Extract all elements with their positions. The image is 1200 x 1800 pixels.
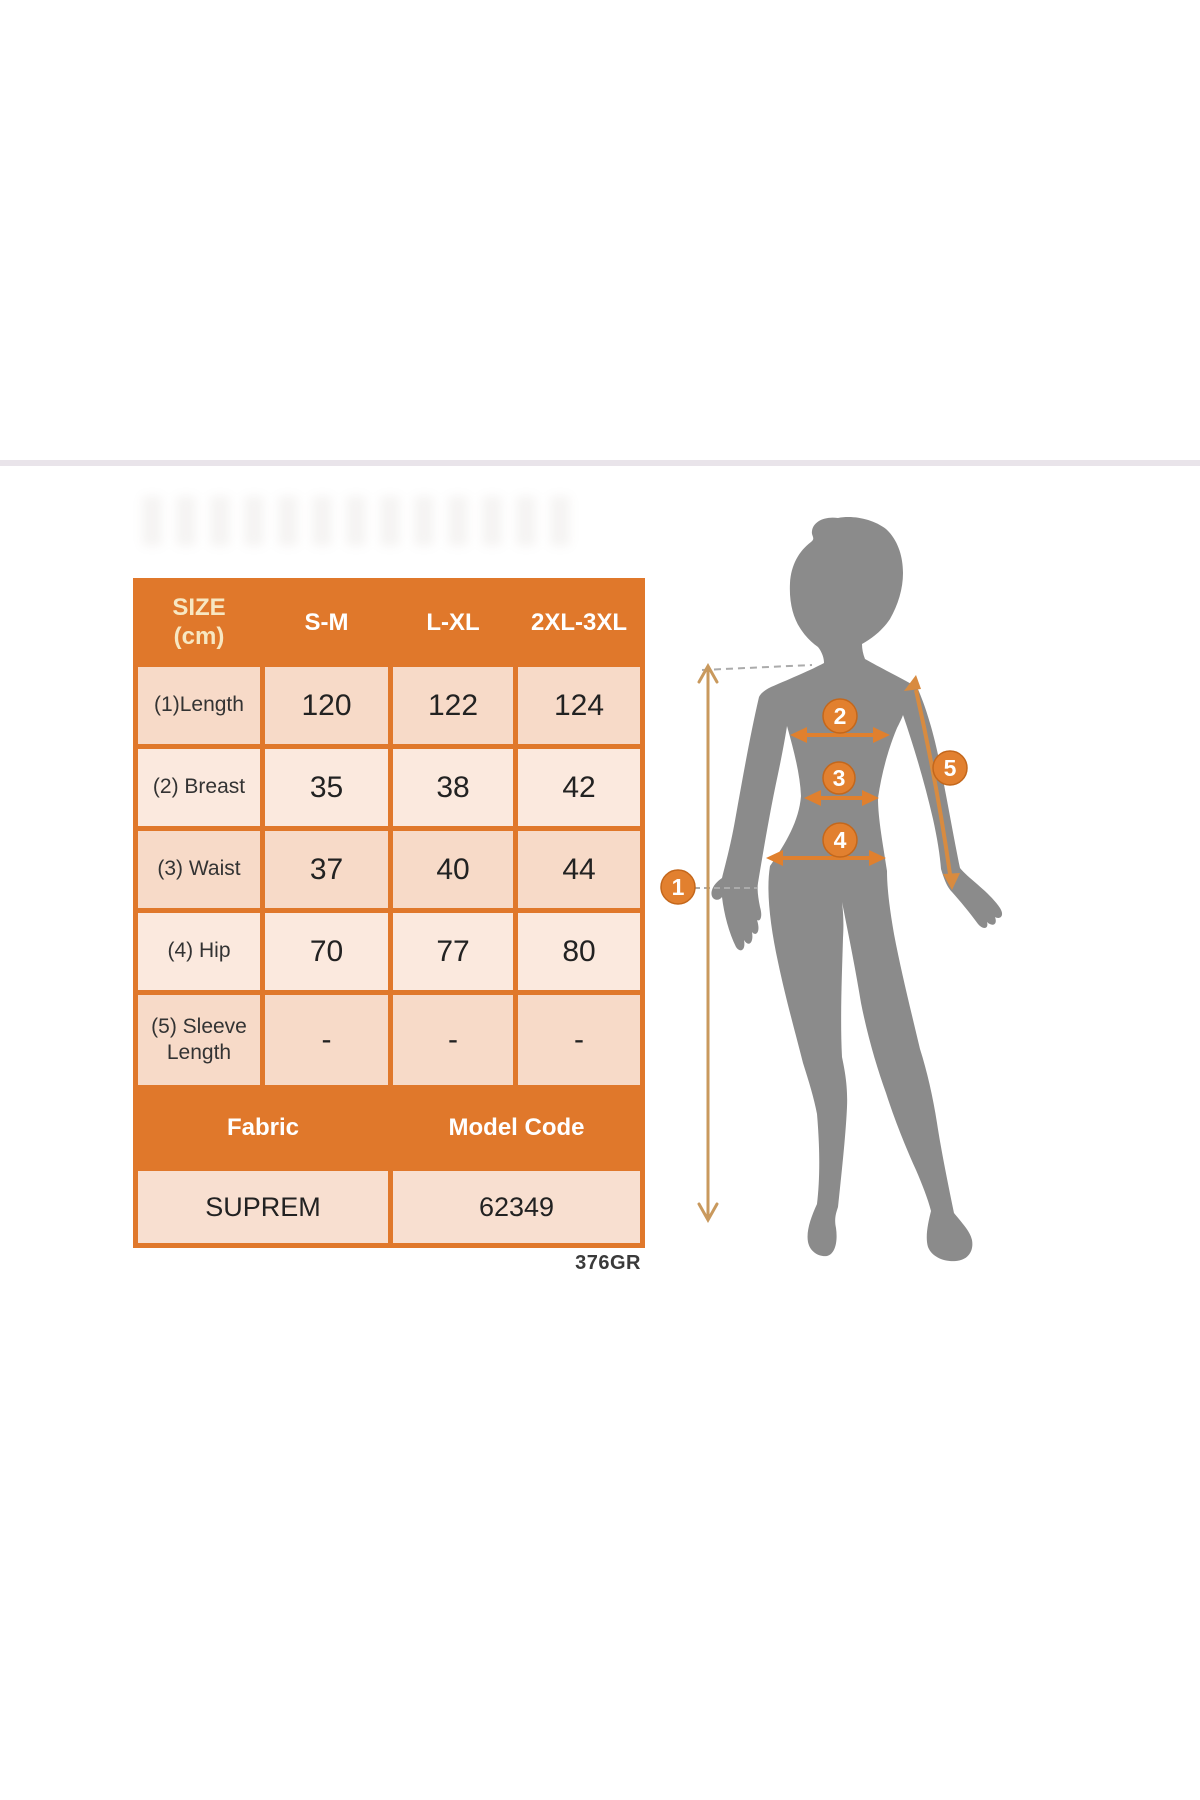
marker-4: 4 xyxy=(822,822,858,858)
shoulder-dashed-line xyxy=(701,664,813,671)
measurement-figure: 1 2 3 4 5 xyxy=(660,517,1003,1262)
woman-silhouette xyxy=(711,517,1003,1262)
length-row-label: (1)Length xyxy=(138,667,260,744)
model-code-value: 62349 xyxy=(393,1171,640,1243)
fabric-header: Fabric xyxy=(138,1090,388,1166)
breast-value-2xl: 42 xyxy=(518,749,640,826)
svg-text:2: 2 xyxy=(834,703,847,729)
size-chart-table: SIZE (cm) S-M L-XL 2XL-3XL (1)Length 120… xyxy=(133,578,645,1248)
model-code-header: Model Code xyxy=(393,1090,640,1166)
column-header-l-xl: L-XL xyxy=(393,583,513,662)
column-header-s-m: S-M xyxy=(265,583,388,662)
marker-5: 5 xyxy=(932,750,968,786)
size-unit-header: SIZE (cm) xyxy=(138,583,260,662)
sleeve-value-s-m: - xyxy=(265,995,388,1085)
fabric-value: SUPREM xyxy=(138,1171,388,1243)
waist-arrow xyxy=(804,790,879,806)
hip-arrow xyxy=(766,850,886,866)
waist-value-2xl: 44 xyxy=(518,831,640,908)
breast-row-label: (2) Breast xyxy=(138,749,260,826)
waist-row-label: (3) Waist xyxy=(138,831,260,908)
length-value-s-m: 120 xyxy=(265,667,388,744)
marker-3: 3 xyxy=(822,761,856,795)
breast-value-s-m: 35 xyxy=(265,749,388,826)
svg-text:4: 4 xyxy=(834,827,847,853)
breast-arrow xyxy=(790,727,890,743)
breast-value-l-xl: 38 xyxy=(393,749,513,826)
separator-line xyxy=(0,460,1200,466)
faint-watermark xyxy=(142,496,582,546)
length-value-2xl: 124 xyxy=(518,667,640,744)
sleeve-row-label: (5) Sleeve Length xyxy=(138,995,260,1085)
length-value-l-xl: 122 xyxy=(393,667,513,744)
marker-2: 2 xyxy=(822,698,858,734)
waist-value-s-m: 37 xyxy=(265,831,388,908)
sleeve-arrow xyxy=(904,675,960,890)
waist-value-l-xl: 40 xyxy=(393,831,513,908)
column-header-2xl-3xl: 2XL-3XL xyxy=(518,583,640,662)
marker-1: 1 xyxy=(660,869,696,905)
hip-value-s-m: 70 xyxy=(265,913,388,990)
hip-row-label: (4) Hip xyxy=(138,913,260,990)
product-code-label: 376GR xyxy=(575,1252,641,1274)
svg-text:1: 1 xyxy=(672,874,685,900)
sleeve-value-l-xl: - xyxy=(393,995,513,1085)
length-arrow xyxy=(697,662,719,1224)
svg-text:3: 3 xyxy=(833,765,846,791)
hip-value-l-xl: 77 xyxy=(393,913,513,990)
sleeve-value-2xl: - xyxy=(518,995,640,1085)
svg-text:5: 5 xyxy=(944,755,957,781)
hip-value-2xl: 80 xyxy=(518,913,640,990)
